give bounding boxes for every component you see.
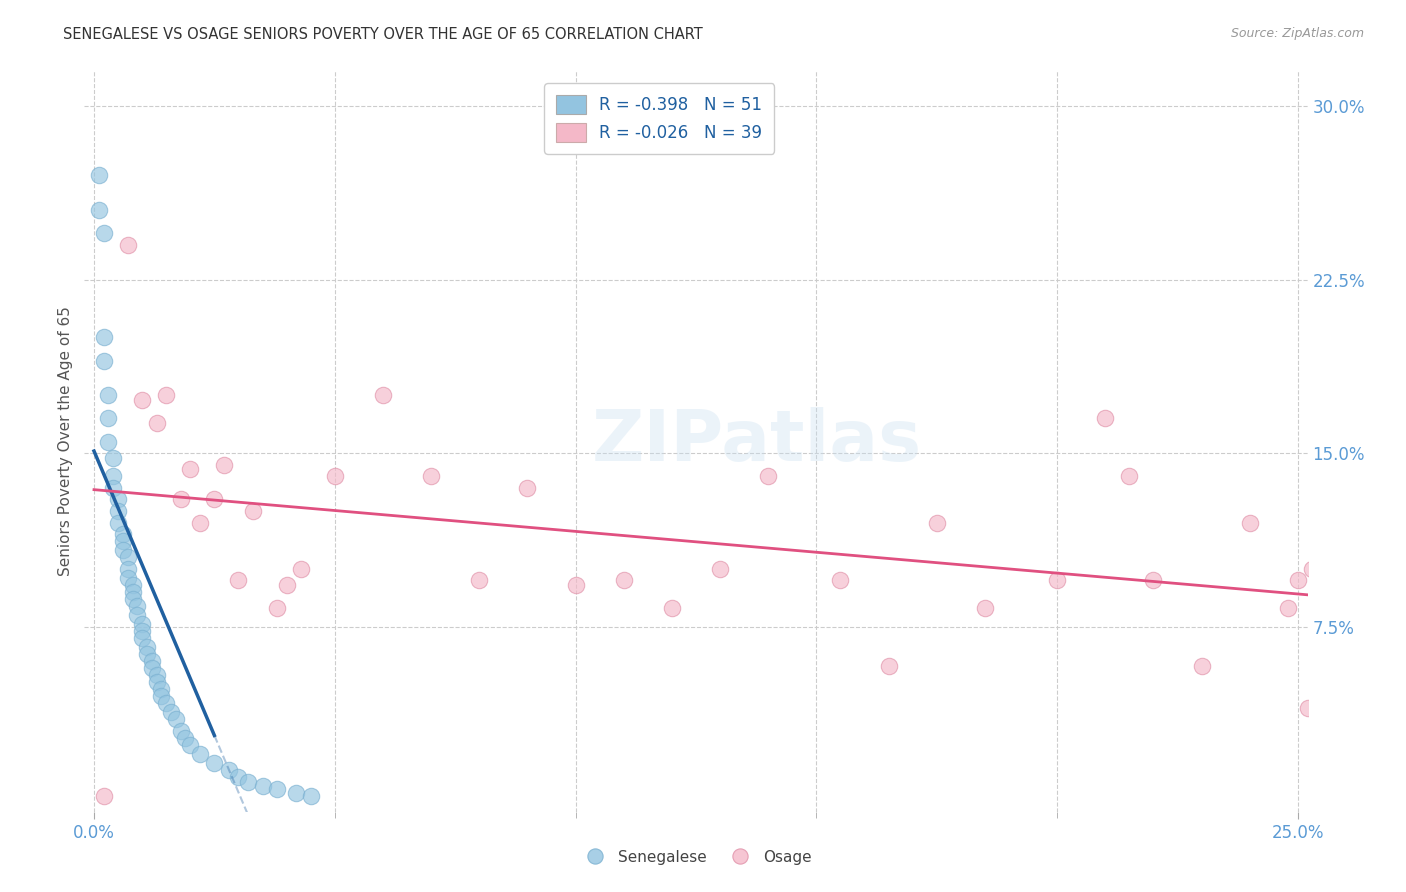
Legend: Senegalese, Osage: Senegalese, Osage <box>574 844 818 871</box>
Point <box>131 392 153 407</box>
Point <box>188 747 211 761</box>
Point <box>266 601 288 615</box>
Text: SENEGALESE VS OSAGE SENIORS POVERTY OVER THE AGE OF 65 CORRELATION CHART: SENEGALESE VS OSAGE SENIORS POVERTY OVER… <box>63 27 703 42</box>
Point <box>93 353 115 368</box>
Point <box>131 617 153 632</box>
Point <box>107 504 129 518</box>
Point <box>93 227 115 241</box>
Point <box>141 661 163 675</box>
Point <box>87 169 110 183</box>
Point <box>236 774 259 789</box>
Point <box>516 481 538 495</box>
Point <box>877 659 900 673</box>
Point <box>155 388 177 402</box>
Point <box>127 608 149 623</box>
Point <box>145 675 167 690</box>
Point <box>145 416 167 430</box>
Point <box>117 562 139 576</box>
Text: ZIPatlas: ZIPatlas <box>592 407 922 476</box>
Point <box>131 624 153 639</box>
Point <box>266 781 288 796</box>
Point <box>127 599 149 613</box>
Point <box>87 203 110 218</box>
Point <box>111 543 134 558</box>
Point <box>1046 574 1069 588</box>
Point <box>179 462 201 476</box>
Point <box>111 534 134 549</box>
Point <box>145 668 167 682</box>
Point <box>150 689 173 703</box>
Point <box>107 492 129 507</box>
Point <box>103 450 125 465</box>
Point <box>103 469 125 483</box>
Point <box>179 738 201 752</box>
Point <box>160 705 183 719</box>
Point <box>1239 516 1261 530</box>
Point <box>228 574 250 588</box>
Point <box>121 578 143 592</box>
Point <box>1142 574 1164 588</box>
Point <box>661 601 683 615</box>
Point <box>371 388 394 402</box>
Point <box>1277 601 1299 615</box>
Y-axis label: Seniors Poverty Over the Age of 65: Seniors Poverty Over the Age of 65 <box>58 307 73 576</box>
Point <box>174 731 197 745</box>
Point <box>117 571 139 585</box>
Point <box>276 578 298 592</box>
Point <box>202 756 225 771</box>
Point <box>170 492 193 507</box>
Point <box>925 516 948 530</box>
Point <box>111 527 134 541</box>
Point <box>242 504 264 518</box>
Point <box>93 330 115 344</box>
Point <box>107 516 129 530</box>
Point <box>1191 659 1213 673</box>
Point <box>218 763 240 777</box>
Point <box>97 434 120 449</box>
Point <box>709 562 731 576</box>
Point <box>170 723 193 738</box>
Point <box>252 779 274 793</box>
Point <box>136 648 159 662</box>
Point <box>121 585 143 599</box>
Point <box>299 789 322 803</box>
Point <box>613 574 636 588</box>
Point <box>121 591 143 606</box>
Point <box>141 654 163 668</box>
Point <box>97 388 120 402</box>
Point <box>97 411 120 425</box>
Point <box>830 574 852 588</box>
Point <box>468 574 491 588</box>
Point <box>155 696 177 710</box>
Point <box>420 469 443 483</box>
Point <box>131 631 153 645</box>
Point <box>117 238 139 252</box>
Point <box>117 550 139 565</box>
Point <box>165 712 187 726</box>
Text: Source: ZipAtlas.com: Source: ZipAtlas.com <box>1230 27 1364 40</box>
Point <box>1118 469 1140 483</box>
Point <box>188 516 211 530</box>
Point <box>103 481 125 495</box>
Point <box>1286 574 1309 588</box>
Point <box>228 770 250 784</box>
Point <box>1301 562 1323 576</box>
Point <box>564 578 586 592</box>
Point <box>323 469 346 483</box>
Point <box>285 786 308 800</box>
Point <box>1094 411 1116 425</box>
Point <box>93 789 115 803</box>
Point <box>1296 700 1319 714</box>
Point <box>212 458 235 472</box>
Point <box>202 492 225 507</box>
Point <box>150 682 173 697</box>
Point <box>290 562 312 576</box>
Point <box>974 601 997 615</box>
Point <box>136 640 159 655</box>
Point <box>756 469 779 483</box>
